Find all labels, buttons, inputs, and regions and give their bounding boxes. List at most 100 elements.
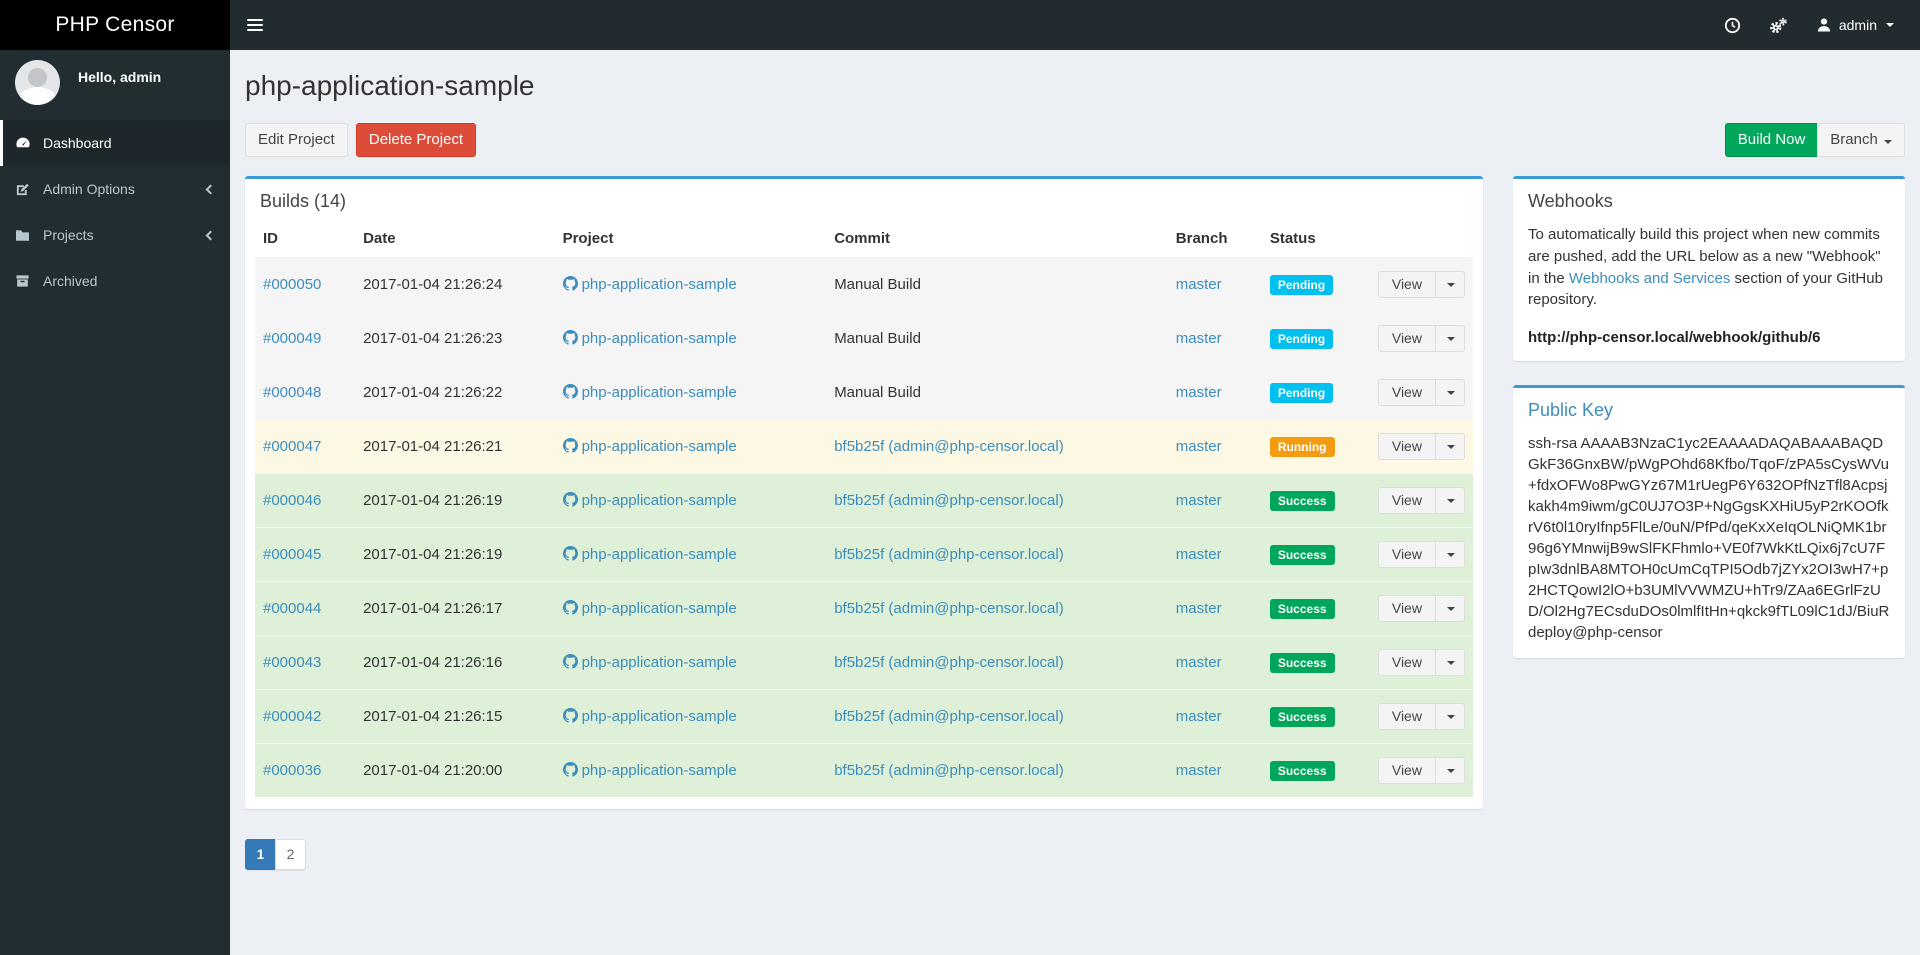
public-key-panel: Public Key ssh-rsa AAAAB3NzaC1yc2EAAAADA… [1513,385,1905,658]
build-commit[interactable]: bf5b25f (admin@php-censor.local) [834,762,1064,779]
folder-icon [15,229,35,242]
build-date: 2017-01-04 21:26:19 [355,473,555,528]
build-branch-link[interactable]: master [1175,546,1222,563]
sidebar-item-dashboard[interactable]: Dashboard [0,120,230,166]
status-badge: Running [1269,436,1335,457]
app-logo[interactable]: PHP Censor [0,0,230,50]
sidebar-item-admin-options[interactable]: Admin Options [0,166,230,212]
view-button[interactable]: View [1377,433,1436,460]
project-link-label: php-application-sample [581,762,737,779]
pagination-page-1[interactable]: 1 [245,839,276,870]
build-id-link[interactable]: #000049 [263,330,322,347]
build-commit[interactable]: bf5b25f (admin@php-censor.local) [834,492,1064,509]
table-row: #000045 2017-01-04 21:26:19 php-applicat… [255,527,1473,582]
public-key-text: ssh-rsa AAAAB3NzaC1yc2EAAAADAQABAAABAQDG… [1528,435,1890,641]
build-id-link[interactable]: #000048 [263,384,322,401]
build-branch-link[interactable]: master [1175,654,1222,671]
build-commit[interactable]: bf5b25f (admin@php-censor.local) [834,600,1064,617]
view-dropdown-button[interactable] [1434,271,1465,298]
user-menu[interactable]: admin [1802,0,1902,50]
project-link[interactable]: php-application-sample [562,762,737,779]
view-button[interactable]: View [1377,595,1436,622]
project-link[interactable]: php-application-sample [562,384,737,401]
project-link[interactable]: php-application-sample [562,492,737,509]
sidebar-item-projects[interactable]: Projects [0,212,230,258]
build-queue-button[interactable] [1710,0,1755,50]
build-id-link[interactable]: #000047 [263,438,322,455]
hamburger-icon [247,24,263,26]
view-dropdown-button[interactable] [1434,325,1465,352]
build-branch-link[interactable]: master [1175,438,1222,455]
sidebar-toggle-button[interactable] [230,0,280,50]
view-button-label: View [1391,330,1422,346]
edit-project-button[interactable]: Edit Project [245,123,348,157]
view-button[interactable]: View [1377,325,1436,352]
view-button[interactable]: View [1377,541,1436,568]
build-branch-link[interactable]: master [1175,492,1222,509]
hamburger-icon [247,29,263,31]
archive-icon [15,274,35,288]
view-dropdown-button[interactable] [1434,649,1465,676]
view-button[interactable]: View [1377,271,1436,298]
view-dropdown-button[interactable] [1434,487,1465,514]
sidebar-item-archived[interactable]: Archived [0,258,230,304]
build-id-link[interactable]: #000045 [263,546,322,563]
view-dropdown-button[interactable] [1434,541,1465,568]
build-branch-link[interactable]: master [1175,762,1222,779]
build-date: 2017-01-04 21:26:19 [355,527,555,582]
caret-down-icon [1446,282,1455,287]
build-date: 2017-01-04 21:26:22 [355,365,555,420]
build-now-button[interactable]: Build Now [1724,123,1819,157]
build-id-link[interactable]: #000044 [263,600,322,617]
table-row: #000036 2017-01-04 21:20:00 php-applicat… [255,743,1473,797]
build-commit[interactable]: bf5b25f (admin@php-censor.local) [834,546,1064,563]
view-dropdown-button[interactable] [1434,757,1465,784]
view-button[interactable]: View [1377,487,1436,514]
project-link[interactable]: php-application-sample [562,546,737,563]
view-dropdown-button[interactable] [1434,595,1465,622]
build-commit-cell: Manual Build [826,257,1168,312]
project-link[interactable]: php-application-sample [562,708,737,725]
view-dropdown-button[interactable] [1434,433,1465,460]
build-branch-link[interactable]: master [1175,330,1222,347]
build-commit[interactable]: bf5b25f (admin@php-censor.local) [834,438,1064,455]
view-button[interactable]: View [1377,379,1436,406]
status-badge: Success [1269,760,1335,781]
build-commit-cell: bf5b25f (admin@php-censor.local) [826,635,1168,690]
project-link[interactable]: php-application-sample [562,276,737,293]
build-branch-link[interactable]: master [1175,708,1222,725]
project-link[interactable]: php-application-sample [562,438,737,455]
github-icon [562,708,578,723]
delete-project-button[interactable]: Delete Project [355,123,477,157]
build-id-link[interactable]: #000036 [263,762,322,779]
view-dropdown-button[interactable] [1434,703,1465,730]
project-link[interactable]: php-application-sample [562,330,737,347]
pagination: 1 2 [245,839,306,870]
build-commit: Manual Build [834,276,921,293]
pagination-page-2[interactable]: 2 [275,839,306,870]
build-id-link[interactable]: #000050 [263,276,322,293]
status-badge: Success [1269,652,1335,673]
webhook-url: http://php-censor.local/webhook/github/6 [1528,329,1821,346]
project-link[interactable]: php-application-sample [562,600,737,617]
view-button[interactable]: View [1377,757,1436,784]
view-button[interactable]: View [1377,649,1436,676]
build-id-link[interactable]: #000043 [263,654,322,671]
build-branch-link[interactable]: master [1175,600,1222,617]
view-button-group: View [1377,271,1465,298]
build-commit[interactable]: bf5b25f (admin@php-censor.local) [834,654,1064,671]
branch-dropdown-button[interactable]: Branch [1817,123,1905,157]
settings-button[interactable] [1755,0,1802,50]
build-commit-cell: bf5b25f (admin@php-censor.local) [826,473,1168,528]
build-branch-link[interactable]: master [1175,276,1222,293]
build-date: 2017-01-04 21:26:21 [355,419,555,474]
build-id-link[interactable]: #000046 [263,492,322,509]
project-link[interactable]: php-application-sample [562,654,737,671]
webhooks-and-services-link[interactable]: Webhooks and Services [1568,269,1731,287]
build-commit[interactable]: bf5b25f (admin@php-censor.local) [834,708,1064,725]
project-link-label: php-application-sample [581,600,737,617]
build-id-link[interactable]: #000042 [263,708,322,725]
view-dropdown-button[interactable] [1434,379,1465,406]
build-branch-link[interactable]: master [1175,384,1222,401]
view-button[interactable]: View [1377,703,1436,730]
